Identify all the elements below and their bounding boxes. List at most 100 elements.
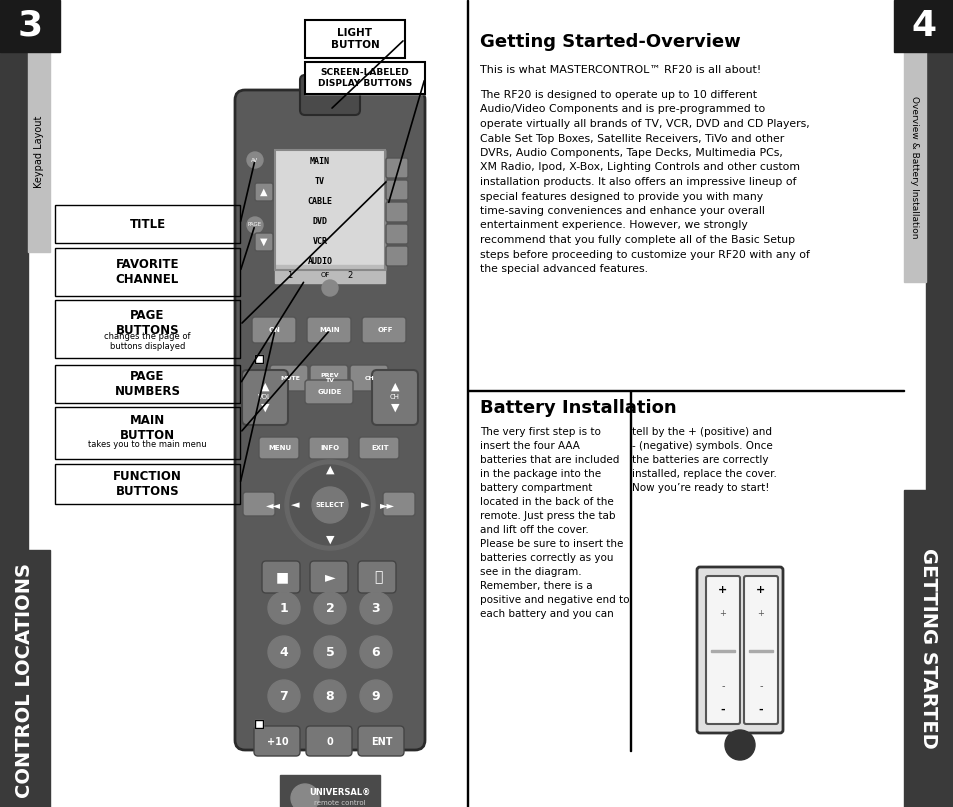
FancyBboxPatch shape [262, 561, 299, 593]
Circle shape [247, 217, 263, 233]
Bar [254, 720, 263, 728]
Text: 2: 2 [347, 270, 353, 279]
FancyBboxPatch shape [743, 576, 778, 724]
Text: MAIN: MAIN [310, 157, 330, 166]
Text: tell by the + (positive) and: tell by the + (positive) and [631, 427, 771, 437]
Circle shape [359, 592, 392, 624]
Bar [305, 20, 405, 58]
Text: TITLE: TITLE [130, 218, 166, 231]
Bar [0, 0, 28, 807]
Text: This is what MASTERCONTROL™ RF20 is all about!: This is what MASTERCONTROL™ RF20 is all … [479, 65, 760, 75]
Text: GUIDE: GUIDE [317, 389, 342, 395]
Text: takes you to the main menu: takes you to the main menu [88, 440, 207, 449]
Text: SELECT: SELECT [315, 502, 344, 508]
Text: ►►: ►► [379, 500, 395, 510]
FancyBboxPatch shape [386, 202, 408, 222]
Bar [28, 52, 50, 252]
Bar [893, 0, 953, 52]
Text: +10: +10 [267, 737, 289, 747]
Text: ►: ► [324, 570, 335, 584]
Text: steps before proceeding to customize your RF20 with any of: steps before proceeding to customize you… [479, 249, 809, 260]
FancyBboxPatch shape [254, 233, 273, 251]
Text: ■: ■ [275, 570, 288, 584]
Text: LIGHT
BUTTON: LIGHT BUTTON [331, 28, 379, 50]
Text: MAIN
BUTTON: MAIN BUTTON [120, 414, 175, 441]
Text: the batteries are correctly: the batteries are correctly [631, 455, 768, 465]
Text: 3: 3 [372, 601, 380, 614]
Text: ⏸: ⏸ [374, 570, 382, 584]
FancyBboxPatch shape [270, 365, 308, 391]
FancyBboxPatch shape [361, 317, 406, 343]
Text: battery compartment: battery compartment [479, 483, 592, 493]
Text: EXIT: EXIT [371, 445, 389, 451]
Text: MUTE: MUTE [280, 375, 299, 380]
Text: ▲: ▲ [260, 187, 268, 197]
Text: changes the page of
buttons displayed: changes the page of buttons displayed [104, 332, 191, 352]
Text: remote control: remote control [314, 800, 365, 806]
Text: SCREEN-LABELED
DISPLAY BUTTONS: SCREEN-LABELED DISPLAY BUTTONS [317, 69, 412, 88]
FancyBboxPatch shape [242, 370, 288, 425]
Circle shape [290, 465, 370, 545]
Bar [55, 300, 240, 358]
Text: 1: 1 [287, 270, 293, 279]
Text: ▼: ▼ [325, 535, 334, 545]
Text: located in the back of the: located in the back of the [479, 497, 613, 507]
Text: Battery Installation: Battery Installation [479, 399, 676, 417]
Text: AV: AV [252, 157, 258, 162]
Bar [55, 300, 240, 358]
Text: 5: 5 [325, 646, 334, 659]
FancyBboxPatch shape [386, 246, 408, 266]
Text: +: + [756, 585, 765, 595]
Text: 6: 6 [372, 646, 380, 659]
Text: ▼: ▼ [260, 237, 268, 247]
Bar [925, 0, 953, 807]
Bar [55, 248, 240, 296]
Text: entertainment experience. However, we strongly: entertainment experience. However, we st… [479, 220, 747, 231]
Bar [55, 248, 240, 296]
Text: OFF: OFF [376, 327, 393, 333]
Text: UNIVERSAL®: UNIVERSAL® [309, 788, 371, 797]
Text: 3: 3 [17, 9, 43, 43]
Text: 9: 9 [372, 689, 380, 703]
Text: CABLE: CABLE [307, 198, 333, 207]
Circle shape [291, 784, 318, 807]
Text: and lift off the cover.: and lift off the cover. [479, 525, 588, 535]
Text: The very first step is to: The very first step is to [479, 427, 600, 437]
Text: 8: 8 [325, 689, 334, 703]
FancyBboxPatch shape [299, 75, 359, 115]
Text: - (negative) symbols. Once: - (negative) symbols. Once [631, 441, 772, 451]
Bar [55, 407, 240, 459]
Text: VOL: VOL [258, 394, 272, 400]
FancyBboxPatch shape [310, 365, 348, 391]
Text: -: - [720, 705, 724, 715]
Bar [710, 650, 734, 651]
Bar [903, 490, 953, 807]
FancyBboxPatch shape [705, 576, 740, 724]
Bar [748, 650, 772, 651]
FancyBboxPatch shape [252, 317, 295, 343]
Text: ▼: ▼ [391, 403, 399, 413]
Text: XM Radio, Ipod, X-Box, Lighting Controls and other custom: XM Radio, Ipod, X-Box, Lighting Controls… [479, 162, 800, 173]
Text: -: - [720, 681, 724, 691]
Text: CH: CH [365, 375, 375, 380]
Text: ▼: ▼ [260, 403, 269, 413]
Text: positive and negative end to: positive and negative end to [479, 595, 629, 605]
Bar [903, 52, 925, 282]
Bar [0, 0, 60, 52]
Text: FUNCTION
BUTTONS: FUNCTION BUTTONS [113, 470, 182, 498]
Circle shape [314, 680, 346, 712]
Bar [55, 365, 240, 403]
Bar [50, 200, 250, 550]
Text: 0: 0 [326, 737, 333, 747]
Text: CONTROL LOCATIONS: CONTROL LOCATIONS [15, 562, 34, 797]
Text: +: + [718, 585, 727, 595]
Circle shape [359, 636, 392, 668]
FancyBboxPatch shape [357, 726, 403, 756]
FancyBboxPatch shape [309, 437, 349, 459]
Text: ▲: ▲ [260, 382, 269, 392]
Circle shape [285, 460, 375, 550]
FancyBboxPatch shape [258, 437, 298, 459]
Text: Getting Started-Overview: Getting Started-Overview [479, 33, 740, 51]
Text: 1: 1 [279, 601, 288, 614]
FancyBboxPatch shape [234, 90, 424, 750]
